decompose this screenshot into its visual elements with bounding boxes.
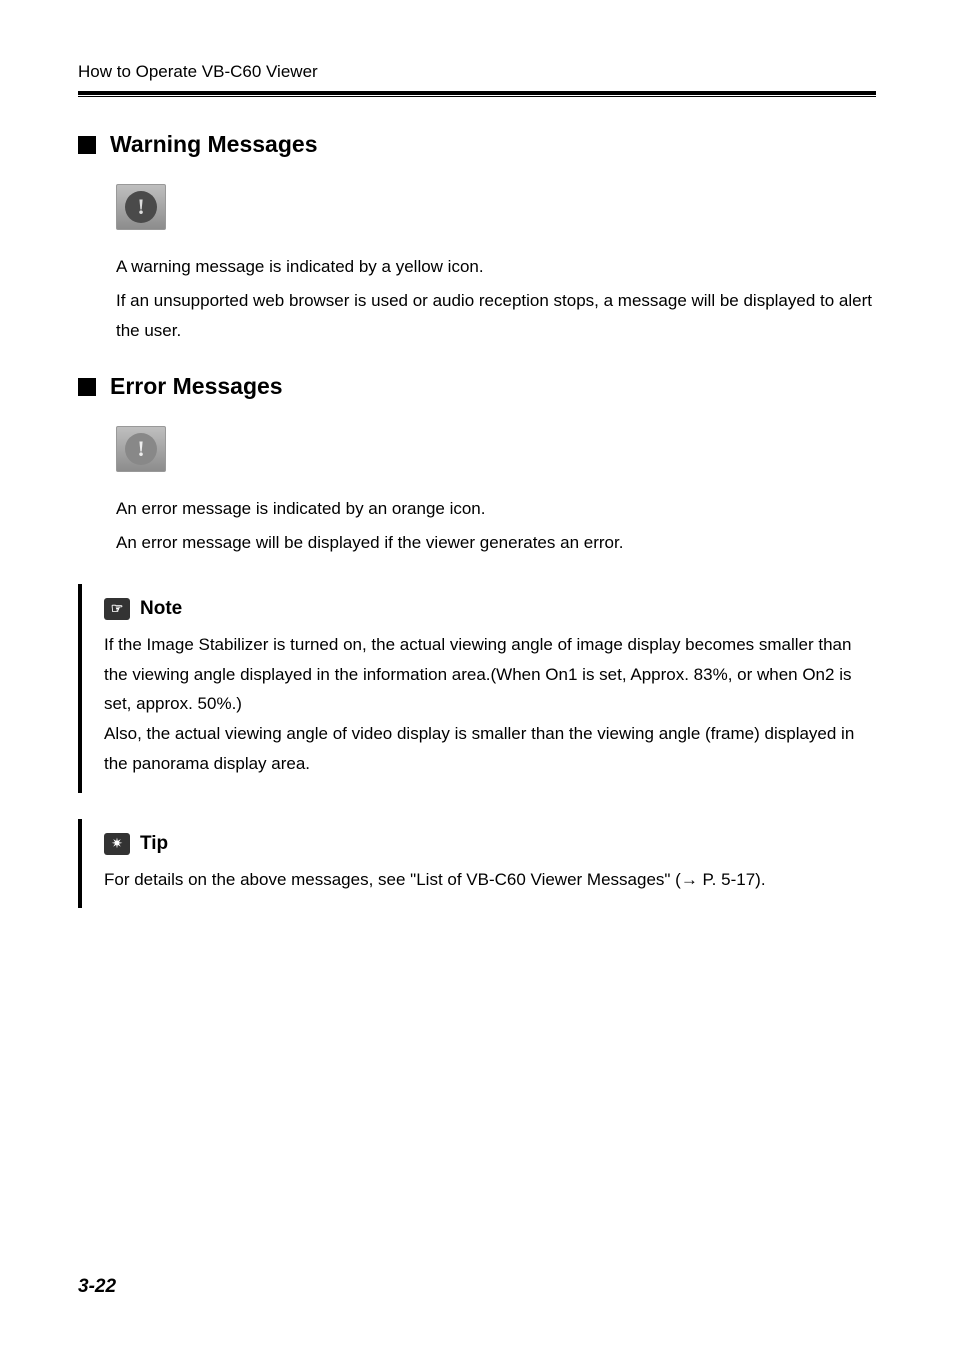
square-bullet-icon: [78, 136, 96, 154]
error-paragraph-2: An error message will be displayed if th…: [116, 528, 876, 558]
tip-icon: ✷: [104, 833, 130, 855]
note-body: If the Image Stabilizer is turned on, th…: [104, 630, 876, 779]
warning-icon-container: !: [116, 184, 876, 230]
error-title: Error Messages: [110, 373, 283, 400]
page-number: 3-22: [78, 1276, 116, 1298]
exclamation-icon: !: [125, 433, 157, 465]
note-label: Note: [140, 598, 182, 620]
tip-callout: ✷ Tip For details on the above messages,…: [78, 819, 876, 909]
error-paragraph-1: An error message is indicated by an oran…: [116, 494, 876, 524]
error-icon-container: !: [116, 426, 876, 472]
running-header: How to Operate VB-C60 Viewer: [78, 62, 876, 82]
header-divider-thick: [78, 91, 876, 95]
note-header: ☞ Note: [104, 598, 876, 620]
warning-icon: !: [116, 184, 166, 230]
lightbulb-icon: ✷: [111, 835, 123, 852]
hand-pointing-icon: ☞: [111, 600, 124, 617]
warning-heading: Warning Messages: [78, 131, 876, 158]
tip-label: Tip: [140, 833, 168, 855]
square-bullet-icon: [78, 378, 96, 396]
tip-header: ✷ Tip: [104, 833, 876, 855]
manual-page: How to Operate VB-C60 Viewer Warning Mes…: [0, 0, 954, 1352]
warning-title: Warning Messages: [110, 131, 317, 158]
note-callout: ☞ Note If the Image Stabilizer is turned…: [78, 584, 876, 793]
warning-paragraph-1: A warning message is indicated by a yell…: [116, 252, 876, 282]
error-icon: !: [116, 426, 166, 472]
error-heading: Error Messages: [78, 373, 876, 400]
tip-body: For details on the above messages, see "…: [104, 865, 876, 895]
exclamation-icon: !: [125, 191, 157, 223]
note-icon: ☞: [104, 598, 130, 620]
header-divider-thin: [78, 96, 876, 97]
warning-paragraph-2: If an unsupported web browser is used or…: [116, 286, 876, 346]
